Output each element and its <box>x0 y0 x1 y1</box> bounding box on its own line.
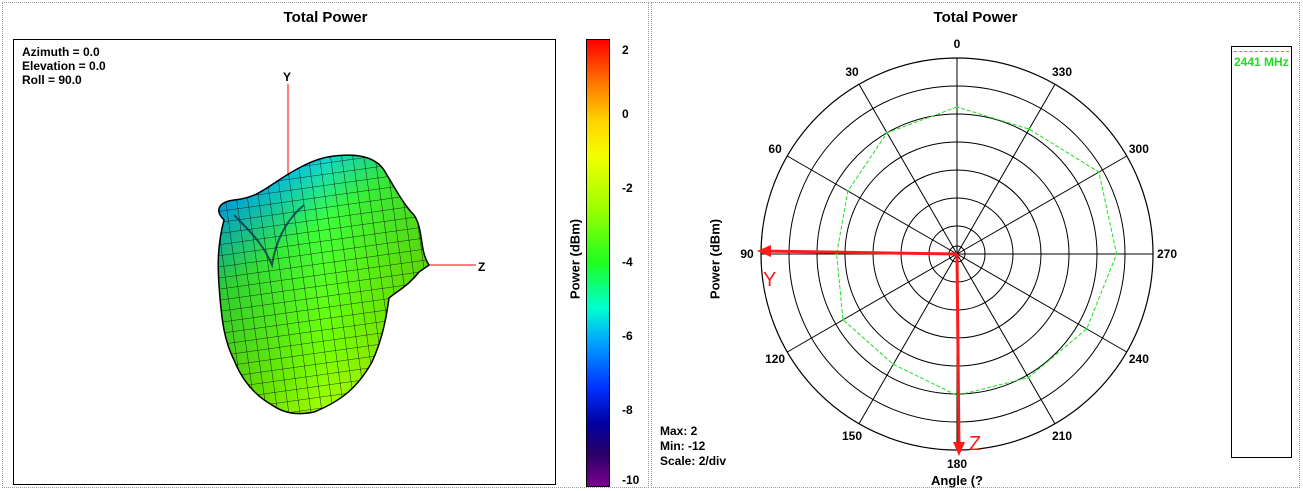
polar-data-point <box>1097 170 1101 174</box>
panel-title-3d: Total Power <box>283 9 368 26</box>
polar-angle-label: 90 <box>740 247 754 261</box>
y-orientation-arrow-shaft <box>760 249 958 256</box>
legend-entry[interactable]: 2441 MHz <box>1234 55 1289 69</box>
polar-spoke <box>956 253 1056 424</box>
polar-spoke <box>858 253 958 424</box>
z-orientation-arrow-shaft <box>955 253 961 451</box>
polar-data-point <box>892 363 895 366</box>
polar-data-point <box>1115 252 1118 256</box>
colorbar-tick: -2 <box>622 181 633 195</box>
polar-spoke <box>787 155 958 255</box>
polar-angle-label: 240 <box>1129 352 1149 366</box>
z-orientation-label: Z <box>969 433 981 455</box>
colorbar <box>586 39 610 487</box>
3d-pattern-drawing <box>217 84 476 415</box>
polar-angle-label: 30 <box>845 65 859 79</box>
polar-angle-label: 330 <box>1052 65 1072 79</box>
y-orientation-label: Y <box>763 269 776 291</box>
y-orientation-arrow-head <box>757 245 771 257</box>
polar-angle-label: 60 <box>768 142 782 156</box>
total-power-3d-panel: Total Power Azimuth = 0.0 Elevation = 0.… <box>2 2 649 488</box>
polar-spoke <box>858 84 958 255</box>
azimuth-readout: Azimuth = 0.0 <box>22 45 100 59</box>
legend-swatch <box>1234 51 1289 52</box>
polar-chart[interactable]: 0 330 300 270 240 210 180 150 120 90 60 30 Y Z <box>652 3 1299 487</box>
polar-data-point <box>1085 327 1088 331</box>
legend: 2441 MHz <box>1231 46 1292 458</box>
elevation-readout: Elevation = 0.0 <box>22 59 106 73</box>
polar-spoke <box>956 253 1127 353</box>
polar-data-point <box>955 105 959 109</box>
colorbar-tick: -4 <box>622 255 633 269</box>
colorbar-tick: -8 <box>622 403 633 417</box>
polar-y-axis-label: Power (dBm) <box>707 218 723 300</box>
panel-title-polar: Total Power <box>933 9 1018 26</box>
polar-series-line <box>836 106 1118 396</box>
polar-angle-label: 270 <box>1157 247 1177 261</box>
z-orientation-arrow-head <box>953 442 965 456</box>
total-power-polar-panel: Total Power 0 330 300 270 240 210 180 150 120 90 6… <box>651 2 1300 488</box>
polar-data-point <box>885 131 889 134</box>
polar-data-point <box>841 318 845 321</box>
colorbar-label: Power (dBm) <box>567 218 583 300</box>
polar-angle-label: 300 <box>1129 142 1149 156</box>
polar-spoke <box>956 84 1056 255</box>
max-readout: Max: 2 <box>660 424 698 438</box>
3d-pattern-view[interactable]: Azimuth = 0.0 Elevation = 0.0 Roll = 90.… <box>13 39 556 485</box>
polar-angle-label: 120 <box>765 352 785 366</box>
min-readout: Min: -12 <box>660 439 706 453</box>
polar-spoke <box>787 253 958 353</box>
colorbar-tick: 2 <box>622 43 629 57</box>
polar-angle-label: 210 <box>1052 429 1072 443</box>
polar-data-point <box>1027 127 1031 131</box>
colorbar-tick: -10 <box>622 473 640 487</box>
colorbar-tick: -6 <box>622 329 633 343</box>
polar-angle-label: 150 <box>842 429 862 443</box>
polar-x-axis-label: Angle (? <box>931 473 983 488</box>
polar-data-point <box>846 189 850 193</box>
scale-readout: Scale: 2/div <box>660 454 727 468</box>
polar-data-point <box>1027 376 1030 379</box>
z-axis-label: Z <box>478 260 486 274</box>
polar-angle-label: 180 <box>947 457 967 471</box>
polar-angle-label: 0 <box>954 37 961 51</box>
colorbar-tick: 0 <box>622 107 629 121</box>
polar-spoke <box>956 155 1127 255</box>
roll-readout: Roll = 90.0 <box>22 73 82 87</box>
y-axis-label: Y <box>283 70 292 84</box>
